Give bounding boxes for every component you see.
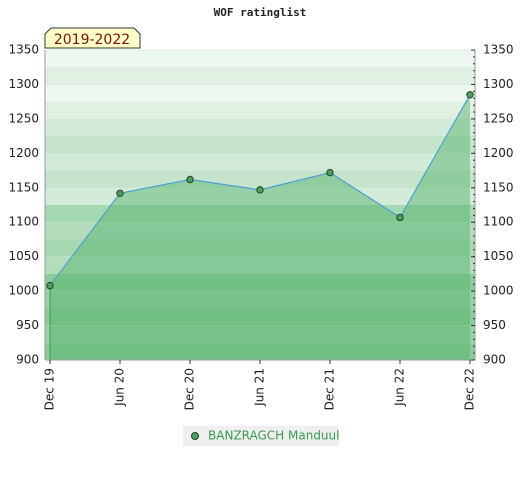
y2-tick-label: 1200 bbox=[483, 146, 514, 160]
y-tick-label: 1100 bbox=[8, 215, 39, 229]
point bbox=[396, 213, 404, 222]
y2-tick-label: 950 bbox=[483, 318, 506, 332]
y-tick-label: 1150 bbox=[8, 180, 39, 194]
x-tick-label: Dec 21 bbox=[323, 368, 337, 410]
grid-stripe bbox=[45, 205, 475, 223]
point bbox=[326, 168, 334, 177]
y-tick-label: 1250 bbox=[8, 111, 39, 125]
point bbox=[46, 281, 54, 290]
grid-stripe bbox=[45, 101, 475, 119]
x-tick-label: Jun 22 bbox=[393, 368, 407, 407]
point bbox=[256, 186, 264, 194]
grid-stripe bbox=[45, 256, 475, 274]
area-fill bbox=[50, 94, 470, 361]
annotation: 2019-2022 bbox=[54, 32, 130, 48]
y-tick-label: 900 bbox=[16, 353, 39, 367]
legend-label: BANZRAGCH Manduul bbox=[208, 429, 339, 443]
y2-tick-label: 1150 bbox=[483, 180, 514, 194]
y2-tick-label: 1050 bbox=[483, 249, 514, 263]
marks bbox=[46, 91, 474, 361]
grid-stripe bbox=[45, 239, 475, 257]
grid-stripe bbox=[45, 118, 475, 137]
grid-stripe bbox=[45, 187, 475, 205]
x-tick-label: Dec 20 bbox=[183, 368, 197, 410]
x-tick-label: Dec 19 bbox=[43, 368, 57, 410]
y2-tick-label: 900 bbox=[483, 353, 506, 367]
point bbox=[466, 91, 474, 99]
grid-stripe bbox=[45, 50, 475, 68]
stripes bbox=[45, 49, 475, 361]
annotation-box bbox=[44, 27, 141, 49]
y2-tick-label: 1350 bbox=[483, 43, 514, 57]
grid-stripe bbox=[45, 170, 475, 188]
grid-stripe bbox=[45, 325, 475, 343]
y2-tick-label: 1000 bbox=[483, 284, 514, 298]
y-tick-label: 1300 bbox=[8, 77, 39, 91]
grid-stripe bbox=[45, 308, 475, 326]
grid-stripe bbox=[45, 291, 475, 309]
y-tick-label: 1200 bbox=[8, 146, 39, 160]
grid-stripe bbox=[45, 222, 475, 240]
point bbox=[116, 189, 124, 197]
y-tick-label: 1050 bbox=[8, 249, 39, 263]
x-tick-label: Jun 20 bbox=[113, 368, 127, 407]
legend-box bbox=[183, 426, 339, 446]
x-tick-label: Jun 21 bbox=[253, 368, 267, 407]
grid-stripe bbox=[45, 84, 475, 102]
grid-stripe bbox=[45, 136, 475, 154]
y-tick-label: 1000 bbox=[8, 284, 39, 298]
point bbox=[186, 175, 194, 184]
x-tick-label: Dec 22 bbox=[463, 368, 477, 410]
chart-title: WOF ratinglist bbox=[214, 6, 307, 19]
y-tick-label: 950 bbox=[16, 318, 39, 332]
y2-tick-label: 1250 bbox=[483, 111, 514, 125]
grid-stripe bbox=[45, 342, 475, 360]
y2-tick-label: 1100 bbox=[483, 215, 514, 229]
y-tick-label: 1350 bbox=[8, 43, 39, 57]
y2-tick-label: 1300 bbox=[483, 77, 514, 91]
grid-stripe bbox=[45, 153, 475, 171]
grid-stripe bbox=[45, 273, 475, 292]
legend-marker bbox=[191, 432, 199, 440]
grid-stripe bbox=[45, 67, 475, 85]
